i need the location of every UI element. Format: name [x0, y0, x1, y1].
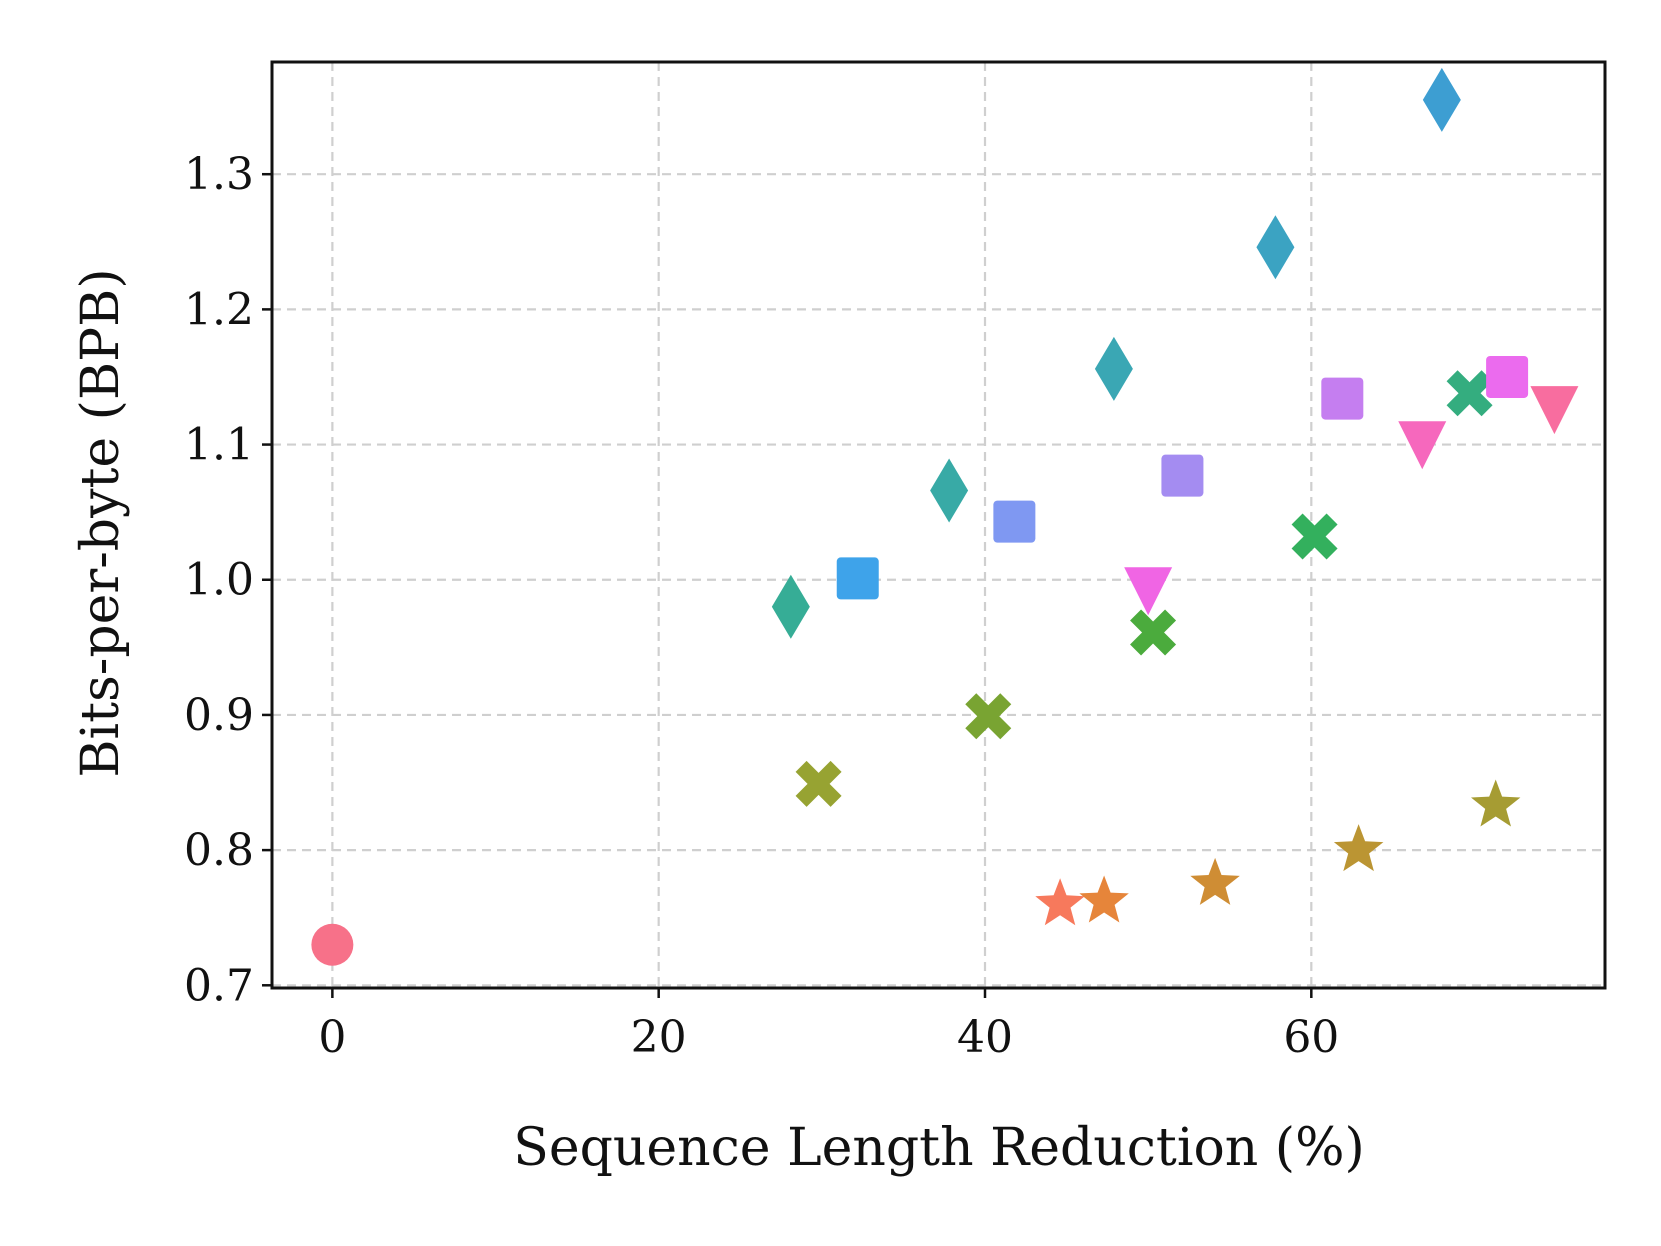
data-point-star — [1079, 875, 1129, 923]
data-point-diamond — [1256, 215, 1295, 280]
data-point-square — [1161, 454, 1204, 497]
data-point-x — [1130, 609, 1177, 656]
y-tick-label: 1.0 — [184, 555, 254, 606]
x-tick-label: 40 — [957, 1012, 1013, 1063]
data-point-x — [795, 760, 842, 807]
y-tick-label: 1.1 — [184, 420, 254, 471]
y-tick-label: 0.8 — [184, 825, 254, 876]
y-tick-label: 1.3 — [184, 149, 254, 200]
x-axis-label: Sequence Length Reduction (%) — [513, 1118, 1365, 1178]
data-point-circle — [311, 923, 354, 966]
data-point-diamond — [1422, 67, 1461, 132]
data-point-square — [993, 500, 1036, 543]
y-tick-label: 0.9 — [184, 690, 254, 741]
data-point-diamond — [771, 574, 810, 639]
y-tick-label: 0.7 — [184, 960, 254, 1011]
data-point-star — [1471, 779, 1521, 827]
x-tick-label: 60 — [1283, 1012, 1339, 1063]
data-point-square — [836, 557, 879, 600]
axes: 0 20 40 60 0.7 0.8 0.9 1.0 1.1 1.2 1.3 — [184, 60, 1607, 1063]
grid-lines — [272, 62, 1605, 988]
data-point-triangle-down — [1398, 421, 1447, 470]
data-point-diamond — [1094, 336, 1133, 401]
data-point-star — [1035, 878, 1085, 926]
data-point-triangle-down — [1124, 567, 1173, 616]
data-point-x — [965, 693, 1012, 740]
data-point-square — [1486, 355, 1529, 398]
x-tick-label: 20 — [631, 1012, 687, 1063]
x-tick-label: 0 — [318, 1012, 346, 1063]
data-points — [311, 67, 1579, 966]
data-point-star — [1333, 824, 1384, 872]
data-point-diamond — [930, 458, 969, 523]
data-point-star — [1190, 857, 1240, 905]
data-point-square — [1321, 377, 1364, 420]
plot-frame — [270, 60, 1607, 990]
y-tick-label: 1.2 — [184, 284, 254, 335]
data-point-x — [1446, 370, 1493, 417]
data-point-x — [1291, 513, 1338, 560]
data-point-triangle-down — [1530, 386, 1579, 435]
y-axis-label: Bits-per-byte (BPB) — [71, 268, 131, 777]
